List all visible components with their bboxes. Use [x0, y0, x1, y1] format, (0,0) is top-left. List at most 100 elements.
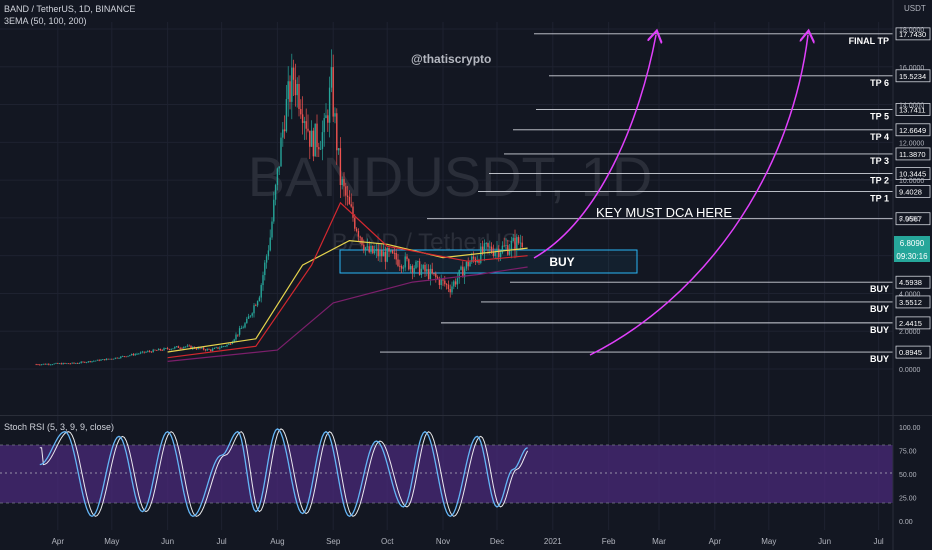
candle-body — [445, 284, 448, 285]
candle-body — [265, 256, 268, 263]
candle-body — [449, 288, 451, 293]
candle-body — [60, 363, 63, 365]
candle-body — [373, 251, 376, 254]
candle-body — [395, 253, 397, 260]
candle-body — [377, 248, 379, 257]
candle-body — [339, 148, 342, 186]
candle-body — [35, 364, 37, 366]
candle-body — [413, 268, 415, 273]
candle-body — [384, 251, 387, 262]
candle-body — [346, 195, 349, 197]
candle-body — [458, 269, 460, 279]
level-price-box-10 — [895, 316, 931, 330]
candle-body — [357, 230, 360, 237]
candle-body — [242, 327, 244, 329]
candle-body — [127, 355, 129, 357]
candle-body — [71, 362, 73, 364]
price-tick-label: 16.0000 — [899, 65, 924, 72]
candle-body — [204, 349, 207, 351]
candle-body — [341, 179, 343, 186]
candle-body — [262, 275, 264, 286]
time-tick-label: May — [761, 537, 776, 546]
candle-body — [274, 185, 277, 200]
candle-body — [211, 348, 214, 352]
candle-body — [332, 67, 334, 117]
candle-body — [181, 348, 183, 349]
level-price-label: 11.3870 — [899, 150, 926, 159]
candle-body — [53, 363, 55, 365]
ema-lines — [167, 201, 528, 362]
candle-body — [228, 343, 230, 345]
candle-body — [49, 364, 52, 366]
candle-body — [136, 353, 138, 355]
candle-body — [103, 359, 106, 361]
level-price-box-8 — [895, 275, 931, 289]
candle-body — [301, 114, 304, 123]
candle-body — [267, 250, 270, 257]
candle-body — [510, 240, 513, 251]
candle-body — [429, 268, 432, 279]
candle-body — [213, 347, 216, 349]
candle-body — [240, 328, 243, 329]
candle-body — [408, 259, 410, 270]
candle-body — [73, 362, 75, 364]
candle-body — [40, 364, 43, 366]
level-price-label: 3.5512 — [899, 298, 922, 307]
candle-body — [125, 356, 127, 358]
stoch-tick-label: 100.00 — [899, 425, 921, 432]
candle-body — [327, 115, 329, 123]
candle-body — [388, 247, 390, 252]
candle-body — [84, 361, 86, 363]
candle-body — [418, 261, 421, 275]
candle-body — [366, 246, 369, 248]
dca-annotation: KEY MUST DCA HERE — [596, 205, 732, 220]
candle-body — [139, 352, 142, 354]
candle-body — [69, 363, 72, 365]
candle-body — [172, 348, 174, 350]
candle-body — [379, 250, 381, 257]
time-tick-label: Apr — [709, 537, 722, 546]
candle-body — [400, 265, 403, 269]
candle-body — [521, 242, 523, 248]
candle-body — [519, 242, 522, 244]
candle-body — [269, 237, 271, 251]
candle-body — [368, 246, 370, 253]
level-price-box-5 — [895, 167, 931, 181]
candle-body — [102, 359, 104, 361]
candle-body — [453, 281, 455, 287]
candle-body — [138, 353, 140, 355]
candle-body — [156, 350, 158, 351]
candle-body — [163, 348, 165, 351]
candle-body — [58, 363, 61, 365]
candle-body — [174, 346, 176, 349]
candle-body — [247, 316, 250, 319]
candle-body — [170, 348, 172, 350]
candle-body — [289, 81, 291, 102]
candle-body — [287, 81, 289, 100]
candle-body — [231, 341, 234, 345]
candle-body — [296, 83, 298, 96]
candle-body — [175, 346, 178, 348]
candle-body — [130, 353, 133, 356]
candle-body — [481, 246, 484, 254]
time-tick-label: Aug — [270, 537, 284, 546]
candle-body — [492, 251, 495, 256]
level-price-label: 17.7430 — [899, 30, 926, 39]
candle-body — [94, 360, 97, 362]
candle-body — [420, 268, 423, 275]
level-price-label: 12.6649 — [899, 126, 926, 135]
candle-body — [39, 364, 41, 366]
candle-body — [114, 357, 117, 359]
candle-body — [80, 361, 82, 364]
candle-body — [82, 361, 84, 363]
candle-body — [199, 347, 201, 349]
ema-line-2 — [167, 266, 528, 362]
candle-body — [67, 363, 70, 365]
candle-body — [253, 305, 255, 314]
candle-body — [480, 246, 482, 263]
stoch-tick-label: 50.00 — [899, 472, 917, 479]
candle-body — [37, 364, 39, 366]
time-tick-label: Sep — [326, 537, 341, 546]
candle-body — [517, 237, 520, 243]
candle-body — [186, 345, 189, 347]
